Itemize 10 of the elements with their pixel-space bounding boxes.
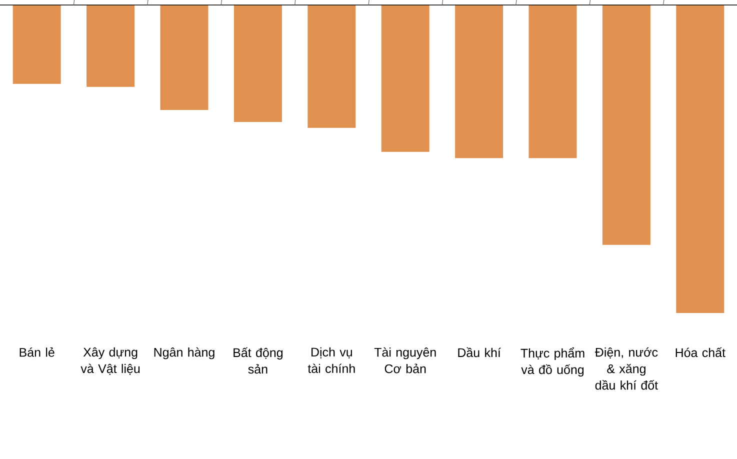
x-tick-label: Ngân hàng bbox=[154, 347, 214, 360]
x-tick-label: Thực phẩm và đồ uống bbox=[520, 347, 584, 377]
x-tick-label: Dịch vụ tài chính bbox=[308, 347, 355, 374]
x-tick-label: Bán lẻ bbox=[20, 347, 54, 357]
x-tick-label: Xây dựng và Vật liệu bbox=[80, 347, 140, 375]
x-tick-label: Điện, nước & xăng dầu khí đốt bbox=[594, 347, 658, 390]
x-tick-label: Tài nguyên Cơ bản bbox=[374, 347, 436, 374]
x-tick-label: Hóa chất bbox=[676, 347, 726, 358]
x-tick-label: Dầu khí bbox=[458, 347, 501, 358]
x-tick-label: Bất động sản bbox=[234, 347, 282, 374]
